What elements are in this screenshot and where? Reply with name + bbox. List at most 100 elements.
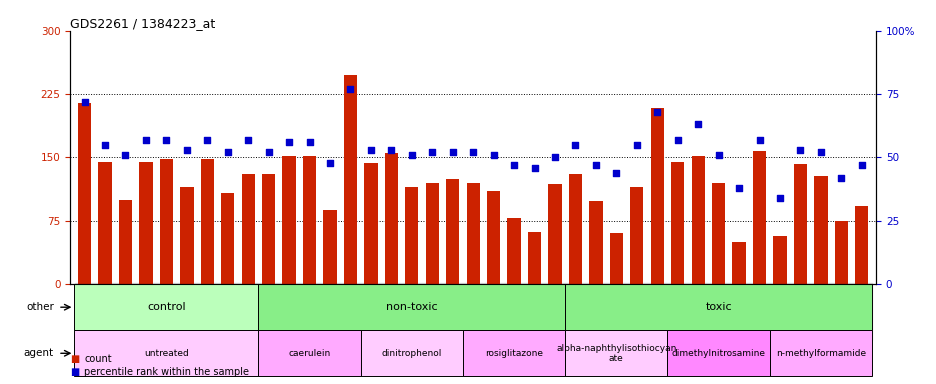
Bar — [711, 183, 724, 284]
Text: dimethylnitrosamine: dimethylnitrosamine — [671, 349, 765, 358]
Bar — [74, 284, 258, 330]
Bar — [630, 187, 643, 284]
Bar — [74, 330, 258, 376]
Point — [363, 147, 378, 153]
Bar — [262, 174, 275, 284]
Bar — [793, 164, 806, 284]
Text: rosiglitazone: rosiglitazone — [485, 349, 543, 358]
Point — [261, 149, 276, 156]
Bar — [282, 156, 296, 284]
Bar — [241, 174, 255, 284]
Point — [322, 159, 337, 166]
Bar — [670, 162, 683, 284]
Point — [771, 195, 786, 201]
Point — [833, 175, 848, 181]
Bar — [507, 218, 520, 284]
Bar — [568, 174, 581, 284]
Point — [629, 142, 644, 148]
Bar — [813, 176, 826, 284]
Point — [179, 147, 194, 153]
Text: n-methylformamide: n-methylformamide — [775, 349, 865, 358]
Bar — [323, 210, 336, 284]
Text: toxic: toxic — [705, 302, 731, 312]
Text: dinitrophenol: dinitrophenol — [381, 349, 442, 358]
Point — [547, 154, 562, 161]
Bar — [732, 242, 745, 284]
Point — [690, 121, 705, 127]
Text: non-toxic: non-toxic — [386, 302, 437, 312]
Point — [567, 142, 582, 148]
Point — [404, 152, 419, 158]
Point — [220, 149, 235, 156]
Point — [792, 147, 807, 153]
Point — [669, 137, 684, 143]
Bar — [768, 330, 871, 376]
Bar — [98, 162, 111, 284]
Point — [159, 137, 174, 143]
Point — [384, 147, 399, 153]
Bar — [564, 284, 871, 330]
Bar — [609, 233, 622, 284]
Point — [526, 164, 541, 170]
Bar — [159, 159, 173, 284]
Text: ■: ■ — [70, 354, 80, 364]
Text: untreated: untreated — [144, 349, 188, 358]
Text: other: other — [26, 302, 54, 312]
Bar — [752, 151, 766, 284]
Bar — [200, 159, 213, 284]
Bar — [180, 187, 194, 284]
Bar — [425, 183, 438, 284]
Text: caerulein: caerulein — [288, 349, 330, 358]
Bar — [385, 153, 398, 284]
Point — [486, 152, 501, 158]
Point — [139, 137, 154, 143]
Text: count: count — [84, 354, 111, 364]
Bar — [466, 183, 479, 284]
Bar — [772, 236, 786, 284]
Point — [343, 86, 358, 92]
Point — [752, 137, 767, 143]
Point — [445, 149, 460, 156]
Bar — [302, 156, 315, 284]
Bar — [258, 330, 360, 376]
Bar — [650, 108, 664, 284]
Point — [649, 109, 664, 115]
Text: GDS2261 / 1384223_at: GDS2261 / 1384223_at — [70, 17, 215, 30]
Point — [588, 162, 603, 168]
Point — [97, 142, 112, 148]
Point — [854, 162, 869, 168]
Bar — [527, 232, 541, 284]
Text: control: control — [147, 302, 185, 312]
Point — [424, 149, 439, 156]
Bar — [548, 184, 561, 284]
Point — [301, 139, 316, 145]
Point — [731, 185, 746, 191]
Point — [465, 149, 480, 156]
Text: agent: agent — [23, 348, 54, 358]
Point — [710, 152, 725, 158]
Bar — [462, 330, 564, 376]
Bar — [221, 193, 234, 284]
Point — [241, 137, 256, 143]
Bar — [589, 201, 602, 284]
Point — [282, 139, 297, 145]
Bar — [691, 156, 704, 284]
Text: ■: ■ — [70, 367, 80, 377]
Bar — [344, 74, 357, 284]
Point — [812, 149, 827, 156]
Point — [506, 162, 521, 168]
Bar — [360, 330, 462, 376]
Bar — [564, 330, 666, 376]
Bar — [119, 200, 132, 284]
Bar — [404, 187, 418, 284]
Point — [608, 170, 623, 176]
Bar — [258, 284, 564, 330]
Point — [77, 99, 92, 105]
Point — [199, 137, 214, 143]
Bar — [855, 207, 868, 284]
Bar — [364, 163, 377, 284]
Bar — [487, 191, 500, 284]
Bar — [139, 162, 153, 284]
Point — [118, 152, 133, 158]
Bar — [446, 179, 459, 284]
